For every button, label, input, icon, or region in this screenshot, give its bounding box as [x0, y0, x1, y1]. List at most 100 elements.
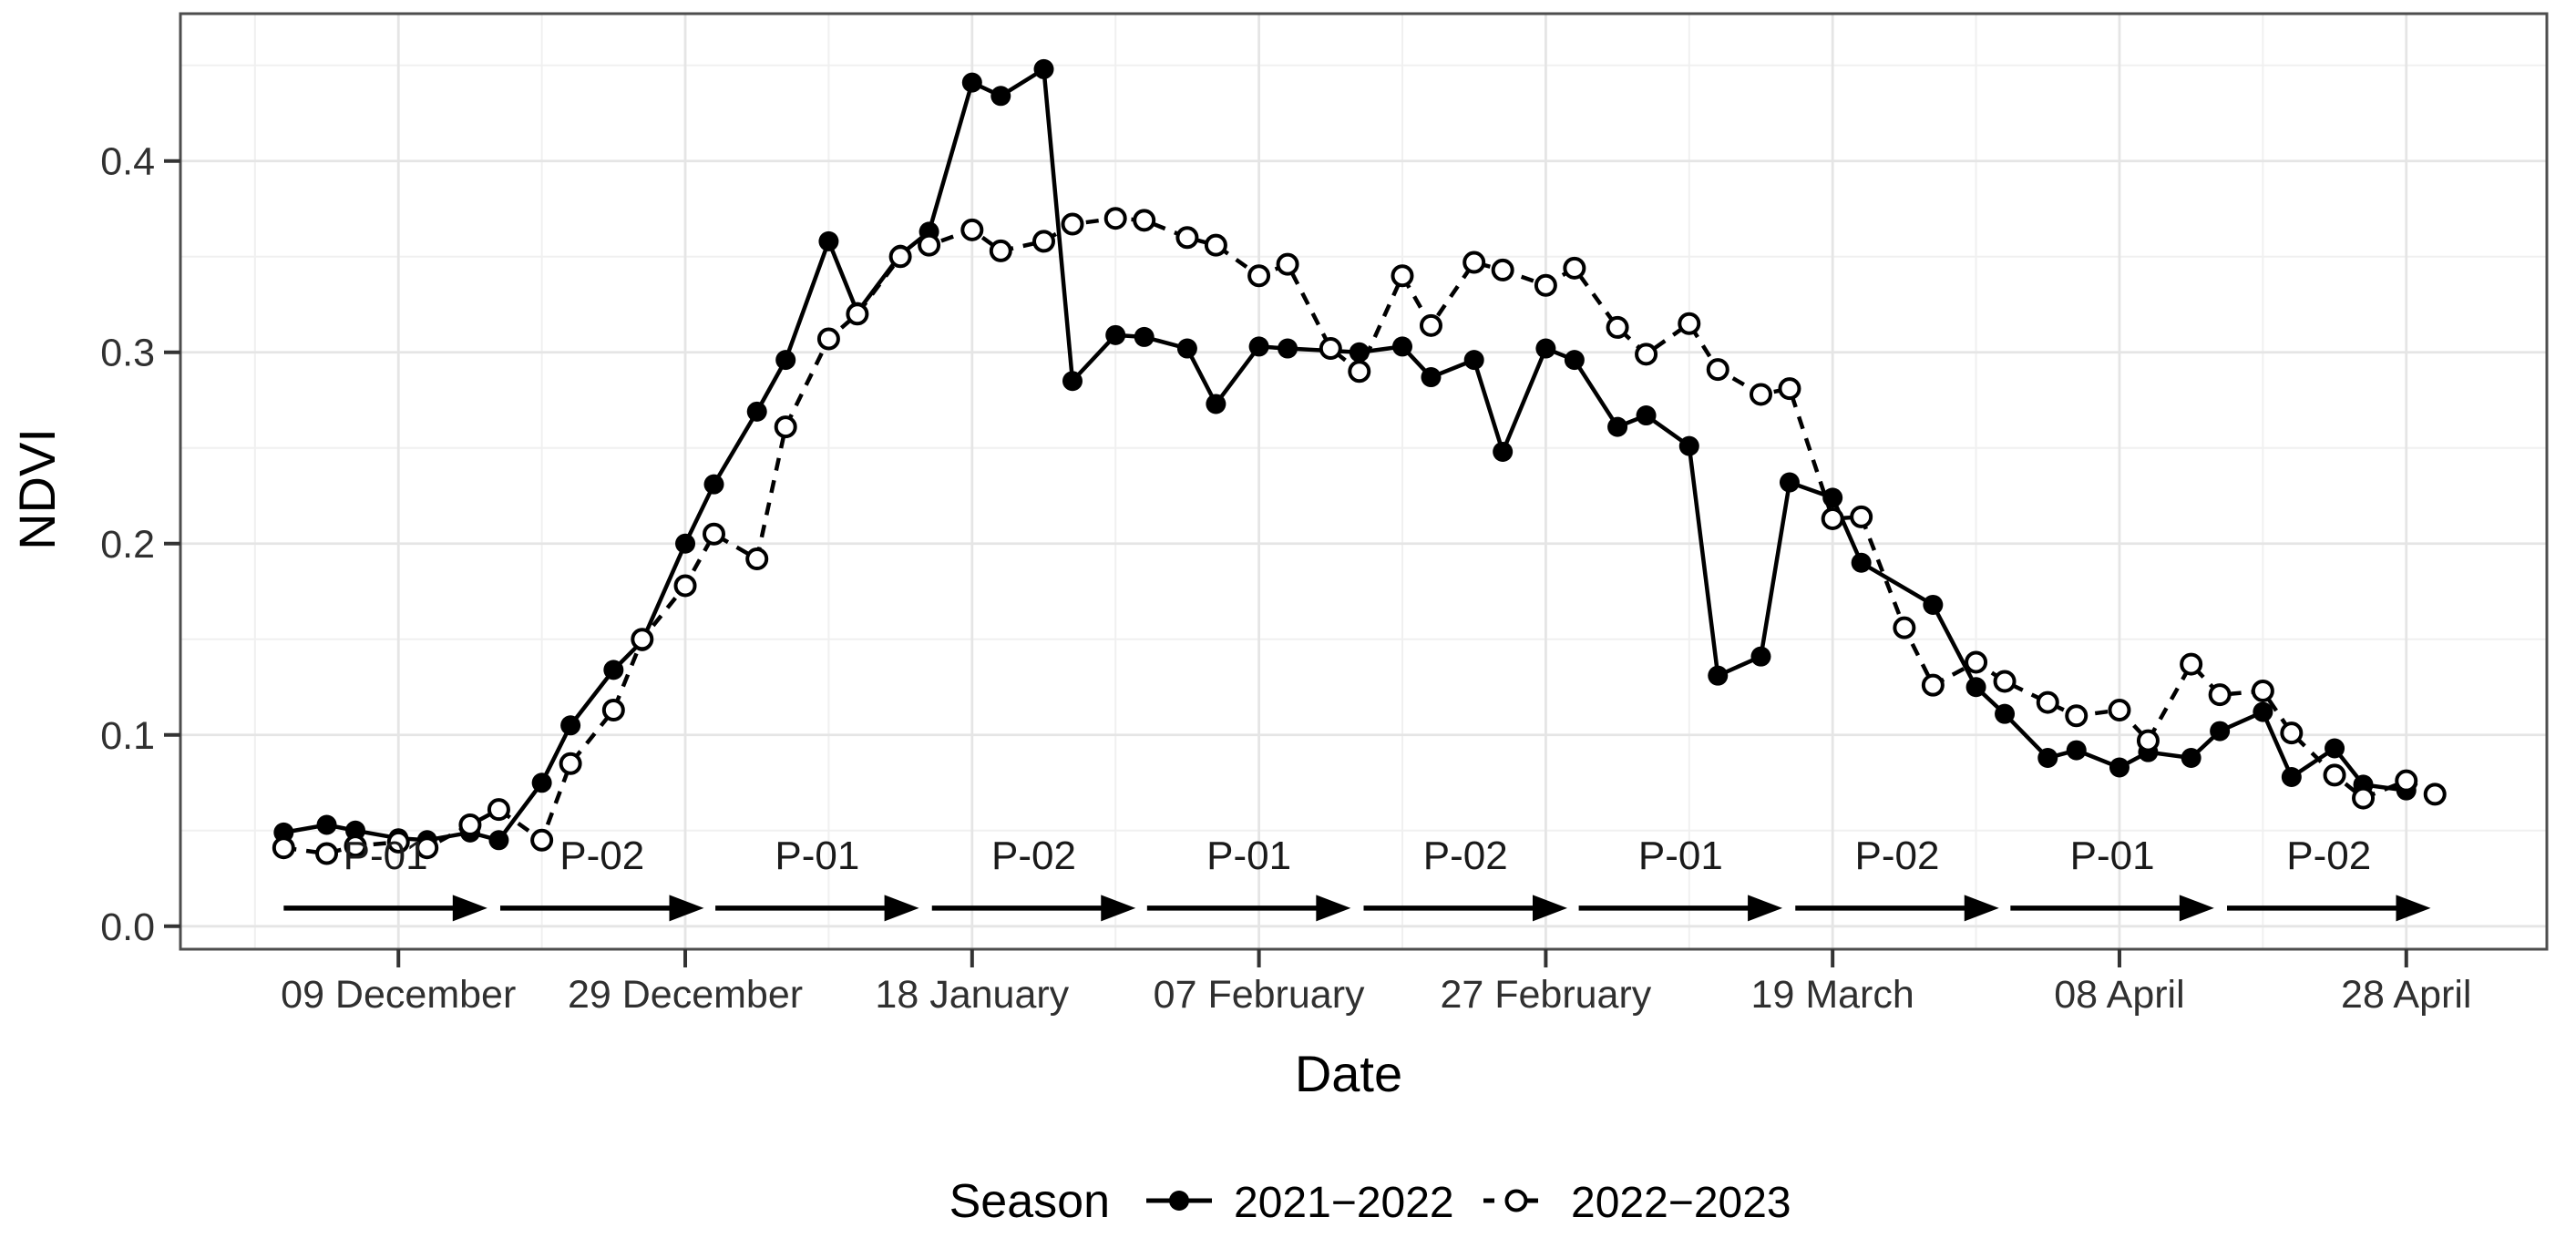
x-tick-label: 28 April [2341, 973, 2471, 1017]
series-line-dashed [283, 216, 2437, 856]
phase-label: P-02 [1423, 834, 1508, 878]
data-point-filled [2037, 747, 2058, 768]
phase-arrow-p-01: P-01 [2010, 834, 2214, 922]
series-2022-2023 [272, 207, 2447, 865]
x-axis-title: Date [1295, 1045, 1402, 1102]
data-point-open [601, 698, 625, 721]
data-point-filled [273, 822, 294, 843]
legend-label-2021-2022: 2021−2022 [1234, 1179, 1454, 1227]
legend-label-2022-2023: 2022−2023 [1571, 1179, 1791, 1227]
phase-arrow-p-01: P-01 [283, 834, 487, 922]
data-point-open [1419, 313, 1442, 337]
data-point-open [272, 836, 295, 860]
phase-arrow-p-01: P-01 [1578, 834, 1783, 922]
y-axis-title: NDVI [8, 428, 66, 550]
data-point-open [2423, 783, 2447, 806]
data-point-open [2352, 786, 2376, 810]
data-point-open [1391, 264, 1414, 288]
data-point-filled [675, 533, 696, 554]
phase-arrow-p-02: P-02 [931, 834, 1136, 922]
data-point-open [1965, 650, 1988, 674]
data-point-filled [2281, 766, 2302, 787]
x-tick-label: 07 February [1154, 973, 1365, 1017]
data-point-open [344, 834, 367, 858]
y-tick-label: 0.4 [100, 140, 155, 184]
data-point-open [1462, 251, 1486, 274]
series-2021-2022 [273, 58, 2417, 851]
data-point-filled [746, 401, 767, 422]
data-point-filled [1206, 394, 1226, 414]
data-point-filled [1176, 338, 1197, 359]
data-point-filled [1248, 336, 1269, 357]
data-point-open [1032, 230, 1056, 253]
data-point-filled [1708, 665, 1729, 686]
phase-arrowhead-icon [1964, 895, 1999, 922]
x-tick-label: 29 December [568, 973, 803, 1017]
data-point-open [2180, 652, 2203, 676]
data-point-open [1491, 258, 1514, 281]
y-tick-label: 0.1 [100, 714, 155, 758]
data-point-open [1247, 264, 1271, 288]
legend-key-open-circle-icon [1504, 1189, 1528, 1212]
data-point-open [1850, 505, 1873, 528]
data-point-filled [1535, 338, 1556, 359]
data-point-open [1534, 273, 1557, 297]
data-point-filled [531, 772, 552, 793]
data-point-filled [1105, 324, 1126, 345]
data-point-filled [990, 86, 1011, 107]
data-point-filled [316, 814, 337, 835]
data-point-filled [2325, 738, 2345, 759]
data-point-open [1276, 252, 1299, 276]
x-tick-label: 08 April [2054, 973, 2184, 1017]
phase-arrowhead-icon [884, 895, 919, 922]
data-point-open [960, 218, 984, 241]
data-point-filled [703, 474, 724, 495]
data-point-filled [1779, 472, 1800, 493]
phase-arrowhead-icon [1532, 895, 1567, 922]
y-tick-label: 0.0 [100, 905, 155, 949]
data-point-open [1348, 360, 1371, 384]
x-tick-label: 19 March [1751, 973, 1914, 1017]
data-point-filled [2066, 740, 2087, 761]
phase-arrowhead-icon [669, 895, 704, 922]
data-point-filled [1493, 441, 1514, 462]
data-point-filled [345, 820, 366, 841]
data-point-open [918, 233, 941, 257]
data-point-filled [1822, 487, 1843, 508]
data-point-open [487, 798, 510, 822]
data-point-open [846, 302, 869, 326]
data-point-open [315, 842, 339, 865]
data-point-filled [1750, 646, 1771, 667]
phase-arrow-p-02: P-02 [1363, 834, 1567, 922]
x-axis-tick-labels: 09 December 29 December 18 January 07 Febru… [281, 973, 2471, 1017]
data-point-open [1319, 337, 1342, 361]
phase-arrow-p-02: P-02 [2227, 834, 2431, 922]
data-point-open [2208, 683, 2232, 707]
data-point-open [2251, 679, 2274, 702]
phase-arrowhead-icon [2179, 895, 2214, 922]
data-point-open [2136, 729, 2160, 752]
data-point-open [1175, 226, 1199, 250]
legend-item-2021-2022: 2021−2022 [1146, 1179, 1454, 1227]
phase-arrowhead-icon [1748, 895, 1783, 922]
data-point-filled [603, 660, 624, 680]
data-point-open [1133, 209, 1156, 232]
data-point-filled [1463, 350, 1484, 371]
phase-arrowhead-icon [1101, 895, 1136, 922]
x-tick-label: 27 February [1440, 973, 1651, 1017]
data-point-filled [775, 350, 796, 371]
data-point-filled [1564, 350, 1585, 371]
phase-label: P-01 [344, 834, 428, 878]
data-point-open [1778, 377, 1801, 401]
y-tick-label: 0.3 [100, 332, 155, 375]
axis-tick-marks [164, 159, 2408, 967]
data-point-open [1706, 358, 1729, 382]
data-point-open [1678, 312, 1701, 335]
data-point-filled [1995, 703, 2016, 724]
data-point-open [1061, 212, 1084, 236]
data-point-open [1821, 506, 1844, 530]
data-point-open [745, 547, 769, 571]
data-point-open [673, 574, 697, 598]
data-point-open [631, 628, 654, 651]
